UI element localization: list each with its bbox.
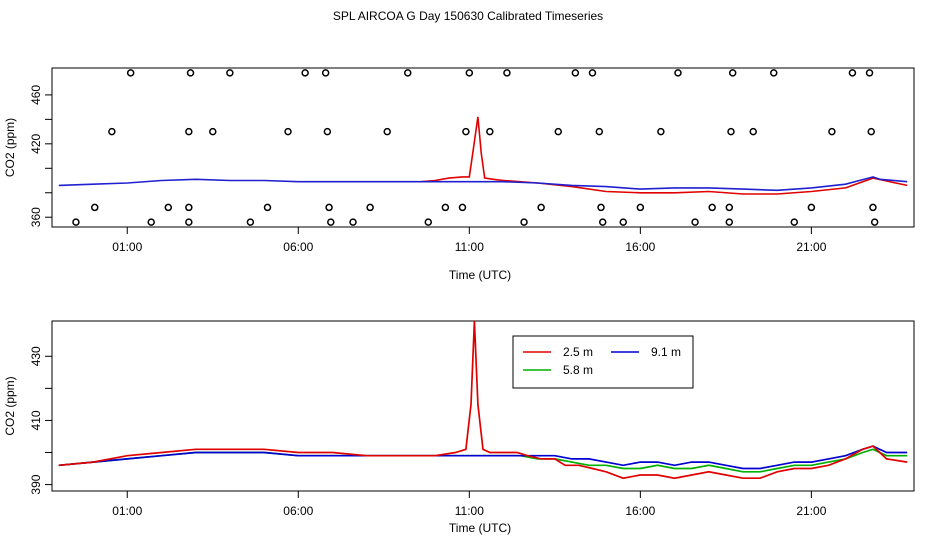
bottom-x-tick-label: 16:00 (625, 504, 655, 518)
top-y-tick-label: 460 (29, 85, 43, 105)
data-point-marker (691, 218, 699, 226)
bottom-y-tick-label: 390 (29, 474, 43, 494)
data-point-marker (503, 69, 511, 77)
data-point-marker (725, 203, 734, 212)
data-point-marker (727, 127, 735, 136)
data-point-marker (185, 127, 193, 136)
top-x-axis-label: Time (UTC) (449, 268, 511, 282)
data-point-marker (284, 127, 292, 136)
series-line-9-1-m (58, 445, 908, 470)
data-point-marker (441, 203, 450, 212)
data-point-marker (186, 69, 195, 77)
data-point-marker (865, 69, 874, 77)
data-point-marker (185, 218, 193, 226)
data-point-marker (870, 218, 879, 226)
data-point-marker (571, 69, 580, 77)
bottom-y-axis-label: CO2 (ppm) (3, 376, 17, 435)
series-line-2-5-m (58, 320, 908, 480)
data-point-marker (520, 218, 528, 226)
data-point-marker (636, 203, 645, 212)
data-point-marker (867, 127, 875, 136)
data-point-marker (848, 69, 857, 77)
legend-box (512, 335, 694, 389)
bottom-x-tick-label: 06:00 (283, 504, 313, 518)
data-point-marker (828, 127, 836, 136)
legend-label: 9.1 m (651, 345, 681, 359)
data-point-marker (790, 218, 799, 226)
data-point-marker (209, 127, 217, 136)
data-point-marker (725, 218, 734, 226)
data-point-marker (327, 218, 335, 226)
data-point-marker (226, 69, 234, 77)
data-point-marker (458, 203, 467, 212)
data-point-marker (424, 218, 433, 226)
data-point-marker (807, 203, 816, 212)
legend-label: 2.5 m (563, 345, 593, 359)
top-x-tick-label: 11:00 (455, 240, 484, 254)
data-point-marker (597, 203, 605, 212)
top-y-axis-label: CO2 (ppm) (3, 118, 17, 177)
data-point-marker (403, 69, 412, 77)
bottom-y-tick-label: 410 (29, 410, 43, 430)
data-point-marker (263, 203, 272, 212)
top-x-tick-label: 01:00 (112, 240, 142, 254)
data-point-marker (619, 218, 627, 226)
top-y-tick-label: 360 (29, 207, 43, 227)
bottom-x-tick-label: 11:00 (455, 504, 484, 518)
legend-label: 5.8 m (563, 363, 593, 377)
data-point-marker (126, 69, 135, 77)
data-point-marker (770, 69, 778, 77)
top-plot-frame (51, 67, 915, 228)
data-point-marker (164, 203, 173, 212)
top-x-tick-label: 16:00 (625, 240, 655, 254)
top-x-tick-label: 06:00 (283, 240, 313, 254)
data-point-marker (674, 69, 682, 77)
data-point-marker (321, 69, 330, 77)
data-point-marker (323, 127, 332, 136)
bottom-x-tick-label: 01:00 (112, 504, 142, 518)
data-point-marker (486, 127, 494, 136)
data-point-marker (869, 203, 877, 212)
data-point-marker (708, 203, 716, 212)
data-point-marker (595, 127, 604, 136)
data-point-marker (588, 69, 597, 77)
bottom-x-axis-label: Time (UTC) (449, 521, 511, 535)
data-point-marker (749, 127, 757, 136)
data-point-marker (147, 218, 155, 226)
data-point-marker (185, 203, 193, 212)
data-point-marker (366, 203, 374, 212)
data-point-marker (325, 203, 333, 212)
top-x-tick-label: 21:00 (796, 240, 826, 254)
data-point-marker (728, 69, 737, 77)
data-point-marker (554, 127, 563, 136)
data-point-marker (108, 127, 116, 136)
data-point-marker (537, 203, 545, 212)
data-point-marker (657, 127, 665, 136)
series-line-co2-top (58, 176, 908, 192)
bottom-y-tick-label: 430 (29, 346, 43, 366)
data-point-marker (72, 218, 80, 226)
data-point-marker (383, 127, 391, 136)
chart-title: SPL AIRCOA G Day 150630 Calibrated Times… (332, 9, 604, 23)
data-point-marker (301, 69, 309, 77)
bottom-x-tick-label: 21:00 (796, 504, 826, 518)
data-point-marker (465, 69, 474, 77)
top-y-tick-label: 420 (29, 133, 43, 153)
bottom-plot-frame (51, 320, 915, 492)
data-point-marker (598, 218, 607, 226)
data-point-marker (349, 218, 357, 226)
data-point-marker (462, 127, 470, 136)
data-point-marker (91, 203, 99, 212)
data-point-marker (246, 218, 255, 226)
